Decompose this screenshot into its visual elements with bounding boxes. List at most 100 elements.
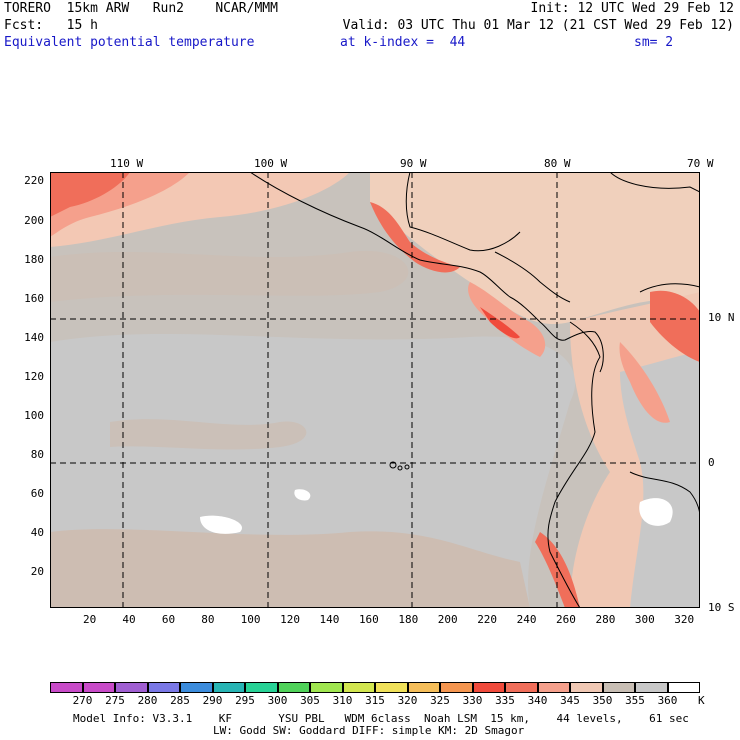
map-canvas xyxy=(50,172,700,608)
x-tick: 320 xyxy=(674,613,695,626)
field-region-330-335 xyxy=(650,290,700,362)
colorbar-swatch xyxy=(570,682,603,693)
y-tick: 20 xyxy=(30,565,44,578)
model-info: Model Info: V3.3.1 KF YSU PBL WDM 6class… xyxy=(73,712,689,725)
colorbar-swatch xyxy=(602,682,635,693)
physics-info: LW: Godd SW: Goddard DIFF: simple KM: 2D… xyxy=(213,724,525,737)
field-region-355-360 xyxy=(294,489,311,501)
field-name: Equivalent potential temperature xyxy=(4,35,255,50)
colorbar-label: 280 xyxy=(137,694,158,707)
x-tick: 180 xyxy=(398,613,419,626)
field-region-345-350 xyxy=(50,250,409,302)
y-tick: 160 xyxy=(24,292,44,305)
y-tick: 40 xyxy=(30,526,44,539)
y-tick: 100 xyxy=(24,409,44,422)
y-tick: 200 xyxy=(24,214,44,227)
y-tick: 140 xyxy=(24,331,44,344)
colorbar-label: 300 xyxy=(267,694,288,707)
smoothing-label: sm= 2 xyxy=(634,35,674,50)
colorbar-label: 350 xyxy=(592,694,613,707)
field-region-330-335 xyxy=(50,172,130,217)
colorbar-label: 285 xyxy=(170,694,190,707)
lon-label: 80 W xyxy=(544,157,571,170)
y-tick: 220 xyxy=(24,174,44,187)
colorbar-swatch xyxy=(115,682,148,693)
colorbar-swatch xyxy=(537,682,570,693)
colorbar-label: 305 xyxy=(300,694,320,707)
init-time: Init: 12 UTC Wed 29 Feb 12 xyxy=(530,1,735,16)
colorbar-label: 335 xyxy=(495,694,515,707)
field-region-355-360 xyxy=(639,498,673,526)
colorbar-swatch xyxy=(667,682,700,693)
colorbar-swatch xyxy=(147,682,180,693)
colorbar-label: 360 xyxy=(657,694,678,707)
field-region-345-350 xyxy=(50,529,530,608)
x-tick: 20 xyxy=(83,613,97,626)
x-tick: 40 xyxy=(122,613,136,626)
colorbar-swatch xyxy=(472,682,505,693)
x-tick: 220 xyxy=(477,613,498,626)
colorbar-label: 325 xyxy=(430,694,450,707)
y-tick: 120 xyxy=(24,370,44,383)
x-tick: 200 xyxy=(437,613,458,626)
lon-label: 90 W xyxy=(400,157,427,170)
colorbar-swatch xyxy=(50,682,83,693)
colorbar-label: 315 xyxy=(365,694,385,707)
colorbar-label: 270 xyxy=(72,694,93,707)
colorbar-swatch xyxy=(407,682,440,693)
colorbar-label: 310 xyxy=(332,694,353,707)
valid-time: Valid: 03 UTC Thu 01 Mar 12 (21 CST Wed … xyxy=(342,18,734,33)
field-region-345-350 xyxy=(110,419,307,450)
colorbar-swatch xyxy=(342,682,375,693)
x-tick: 140 xyxy=(319,613,340,626)
colorbar-swatch xyxy=(440,682,473,693)
theta-e-map xyxy=(50,172,700,608)
colorbar-label: 330 xyxy=(462,694,483,707)
colorbar-swatch xyxy=(277,682,310,693)
colorbar-label: 320 xyxy=(397,694,418,707)
x-tick: 80 xyxy=(201,613,215,626)
colorbar-swatch xyxy=(82,682,115,693)
x-tick: 60 xyxy=(161,613,176,626)
y-tick: 80 xyxy=(30,448,44,461)
lon-label: 100 W xyxy=(254,157,288,170)
x-tick: 240 xyxy=(516,613,537,626)
x-tick: 260 xyxy=(556,613,576,626)
x-tick: 160 xyxy=(358,613,379,626)
x-tick: 300 xyxy=(634,613,655,626)
colorbar-label: 345 xyxy=(560,694,580,707)
colorbar-unit: K xyxy=(698,694,705,707)
forecast-hour: Fcst: 15 h xyxy=(4,18,98,33)
colorbar-swatch xyxy=(505,682,538,693)
colorbar-label: 295 xyxy=(235,694,255,707)
colorbar-swatch xyxy=(212,682,245,693)
map-frame xyxy=(50,172,700,608)
lat-label: 10 S xyxy=(708,601,735,614)
level-label: at k-index = 44 xyxy=(340,35,466,50)
colorbar-label: 355 xyxy=(625,694,645,707)
x-tick: 120 xyxy=(280,613,300,626)
field-region-335-340 xyxy=(619,342,670,423)
model-title: TORERO 15km ARW Run2 NCAR/MMM xyxy=(4,1,278,16)
field-region-355-360 xyxy=(200,515,242,534)
colorbar-swatch xyxy=(635,682,668,693)
y-tick: 180 xyxy=(24,253,44,266)
y-tick: 60 xyxy=(30,487,44,500)
field-region-335-340 xyxy=(468,282,546,357)
lon-label: 110 W xyxy=(110,157,144,170)
x-tick: 100 xyxy=(240,613,261,626)
field-region-325-330 xyxy=(480,307,520,339)
coastlines xyxy=(249,172,700,608)
colorbar-swatch xyxy=(245,682,278,693)
galapagos-islands xyxy=(389,461,410,471)
colorbar-label: 340 xyxy=(527,694,548,707)
lat-label: 10 N xyxy=(708,311,735,324)
colorbar-swatch xyxy=(375,682,408,693)
lon-label: 70 W xyxy=(687,157,714,170)
colorbar-swatch xyxy=(310,682,343,693)
x-tick: 280 xyxy=(595,613,616,626)
field-region-330-335 xyxy=(370,202,460,273)
colorbar-label: 275 xyxy=(105,694,125,707)
lat-lon-grid xyxy=(50,172,700,608)
field-region-340-345 xyxy=(370,172,700,324)
